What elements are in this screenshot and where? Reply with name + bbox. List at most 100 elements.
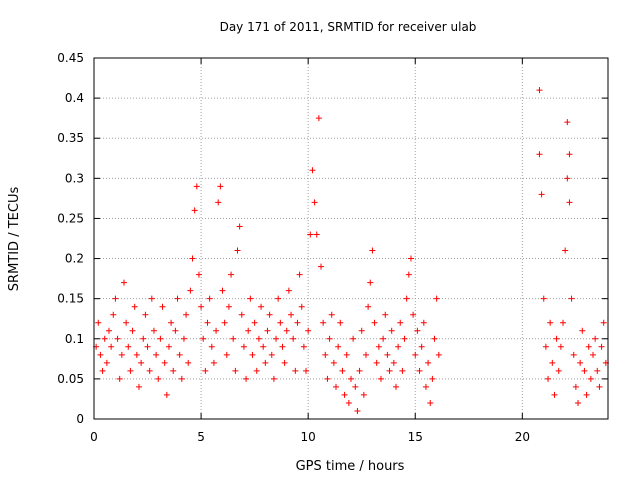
data-point (395, 343, 402, 350)
y-tick-label: 0.25 (57, 211, 84, 225)
data-point (598, 343, 605, 350)
data-point (236, 223, 243, 230)
y-tick-label: 0.45 (57, 51, 84, 65)
data-point (429, 375, 436, 382)
data-point (397, 319, 404, 326)
data-point (328, 311, 335, 318)
data-points (93, 87, 609, 414)
data-point (540, 295, 547, 302)
data-point (418, 343, 425, 350)
data-point (307, 231, 314, 238)
data-point (553, 335, 560, 342)
data-point (345, 399, 352, 406)
data-point (193, 183, 200, 190)
data-point (377, 375, 384, 382)
data-point (223, 351, 230, 358)
data-point (583, 391, 590, 398)
data-point (343, 351, 350, 358)
data-point (564, 175, 571, 182)
data-point (228, 271, 235, 278)
data-point (165, 343, 172, 350)
data-point (208, 343, 215, 350)
data-point (262, 359, 269, 366)
data-point (339, 367, 346, 374)
data-point (311, 199, 318, 206)
data-point (225, 303, 232, 310)
data-point (195, 271, 202, 278)
data-point (120, 279, 127, 286)
data-point (545, 375, 552, 382)
data-point (333, 383, 340, 390)
data-point (590, 351, 597, 358)
data-point (362, 351, 369, 358)
data-point (279, 343, 286, 350)
data-point (163, 391, 170, 398)
data-point (140, 335, 147, 342)
data-point (592, 335, 599, 342)
data-point (105, 327, 112, 334)
data-point (292, 367, 299, 374)
data-point (275, 295, 282, 302)
y-tick-label: 0.1 (65, 332, 84, 346)
data-point (288, 311, 295, 318)
data-point (202, 367, 209, 374)
data-point (178, 375, 185, 382)
data-point (577, 359, 584, 366)
data-point (326, 335, 333, 342)
data-point (596, 383, 603, 390)
data-point (337, 319, 344, 326)
data-point (435, 351, 442, 358)
data-point (238, 311, 245, 318)
data-point (249, 351, 256, 358)
data-point (367, 279, 374, 286)
data-point (375, 343, 382, 350)
data-point (431, 335, 438, 342)
data-point (356, 367, 363, 374)
data-point (97, 351, 104, 358)
data-point (251, 319, 258, 326)
data-point (285, 287, 292, 294)
data-point (542, 343, 549, 350)
data-point (547, 319, 554, 326)
data-point (174, 295, 181, 302)
data-point (348, 375, 354, 382)
data-point (587, 375, 594, 382)
data-point (277, 319, 284, 326)
data-point (388, 327, 395, 334)
data-point (392, 383, 399, 390)
data-point (245, 327, 252, 334)
data-point (215, 199, 222, 206)
data-point (213, 327, 220, 334)
data-point (425, 359, 432, 366)
data-point (123, 319, 130, 326)
data-point (144, 343, 151, 350)
data-point (101, 335, 108, 342)
data-point (170, 367, 177, 374)
x-tick-label: 15 (408, 430, 423, 444)
data-point (405, 271, 412, 278)
data-point (315, 115, 322, 122)
x-axis-label: GPS time / hours (296, 459, 405, 474)
data-point (360, 391, 367, 398)
data-point (125, 343, 132, 350)
data-point (253, 367, 260, 374)
data-point (129, 327, 136, 334)
data-point (148, 295, 155, 302)
data-point (116, 375, 123, 382)
data-point (95, 319, 102, 326)
data-point (416, 367, 423, 374)
data-point (420, 319, 427, 326)
data-point (217, 183, 224, 190)
data-point (557, 343, 564, 350)
axis-ticks: 0 0.05 0.1 0.15 0.2 0.25 0.3 0.35 0.4 0.45 0 5 10 15 2… (57, 51, 608, 444)
data-point (575, 399, 582, 406)
y-tick-label: 0.2 (65, 252, 84, 266)
data-point (536, 87, 543, 94)
data-point (161, 359, 168, 366)
data-point (206, 295, 213, 302)
data-point (369, 247, 376, 254)
data-point (401, 335, 408, 342)
data-point (243, 375, 250, 382)
data-point (219, 287, 226, 294)
